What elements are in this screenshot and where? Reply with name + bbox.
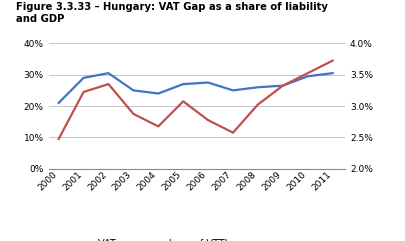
VAT gap as a share of GDP <box>156 125 160 128</box>
VAT gap as a share of GDP <box>230 131 235 134</box>
VAT gap as a share of GDP <box>81 91 86 94</box>
VAT gap as a share of GDP <box>205 119 210 121</box>
VAT gap as a share of VTTL <box>230 89 235 92</box>
VAT gap as a share of VTTL <box>329 72 334 75</box>
Text: Figure 3.3.33 – Hungary: VAT Gap as a share of liability
and GDP: Figure 3.3.33 – Hungary: VAT Gap as a sh… <box>16 2 327 24</box>
VAT gap as a share of VTTL <box>81 76 86 79</box>
VAT gap as a share of GDP <box>131 112 136 115</box>
Line: VAT gap as a share of GDP: VAT gap as a share of GDP <box>59 61 332 139</box>
VAT gap as a share of VTTL <box>106 72 111 75</box>
VAT gap as a share of VTTL <box>131 89 136 92</box>
VAT gap as a share of GDP <box>329 59 334 62</box>
VAT gap as a share of VTTL <box>305 75 309 78</box>
VAT gap as a share of VTTL <box>205 81 210 84</box>
VAT gap as a share of GDP <box>255 103 260 106</box>
Line: VAT gap as a share of VTTL: VAT gap as a share of VTTL <box>59 73 332 103</box>
VAT gap as a share of VTTL <box>180 83 185 86</box>
VAT gap as a share of GDP <box>280 84 285 87</box>
VAT gap as a share of GDP <box>56 137 61 140</box>
VAT gap as a share of VTTL <box>280 84 285 87</box>
VAT gap as a share of GDP <box>180 100 185 103</box>
VAT gap as a share of VTTL <box>255 86 260 89</box>
Legend: VAT gap as a share of VTTL, VAT gap as a share of GDP: VAT gap as a share of VTTL, VAT gap as a… <box>68 239 229 241</box>
VAT gap as a share of VTTL <box>56 101 61 104</box>
VAT gap as a share of VTTL <box>156 92 160 95</box>
VAT gap as a share of GDP <box>305 72 309 75</box>
VAT gap as a share of GDP <box>106 83 111 86</box>
